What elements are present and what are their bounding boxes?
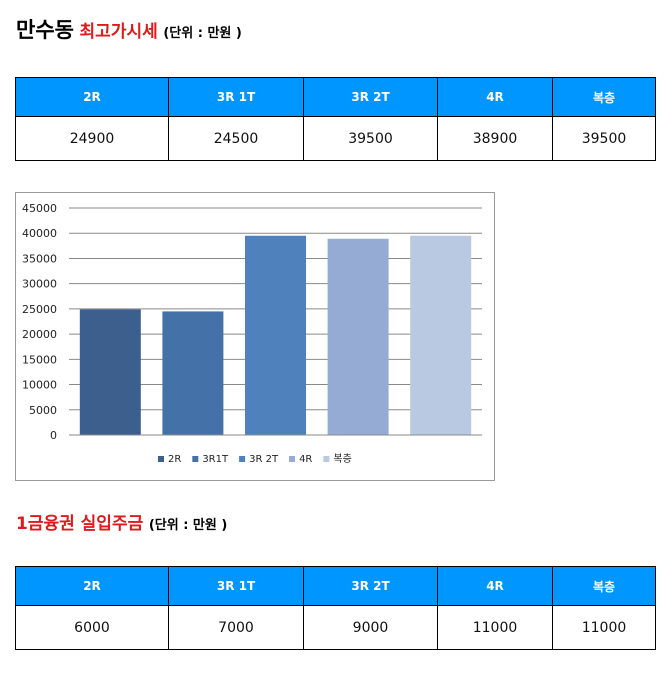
bar xyxy=(327,238,389,435)
header-cell: 2R xyxy=(15,77,169,117)
bar xyxy=(79,309,141,435)
legend-swatch xyxy=(192,456,199,462)
value-cell: 24500 xyxy=(168,116,304,161)
value-cell: 11000 xyxy=(552,605,656,650)
header-cell: 4R xyxy=(437,566,553,606)
deposit-table: 2R 3R 1T 3R 2T 4R 복층 6000 7000 9000 1100… xyxy=(15,566,656,650)
header-cell: 3R 1T xyxy=(168,566,304,606)
legend-label: 4R xyxy=(299,454,312,465)
legend-swatch xyxy=(158,456,164,462)
y-tick-label: 40000 xyxy=(22,227,57,240)
legend-label: 3R1T xyxy=(202,454,229,465)
legend-swatch xyxy=(239,456,246,462)
y-tick-label: 45000 xyxy=(22,202,57,215)
section2-title: 1금융권 실입주금 (단위 : 만원 ) xyxy=(16,509,227,534)
price-table: 2R 3R 1T 3R 2T 4R 복층 24900 24500 39500 3… xyxy=(15,77,656,161)
title-highlight: 최고가시세 xyxy=(79,22,158,42)
header-cell: 2R xyxy=(15,566,169,606)
header-cell: 3R 2T xyxy=(303,566,438,606)
y-tick-label: 15000 xyxy=(22,353,57,366)
value-cell: 24900 xyxy=(15,116,169,161)
value-cell: 9000 xyxy=(303,605,438,650)
value-cell: 7000 xyxy=(168,605,304,650)
chart-canvas: 0 5000 10000 15000 20000 25000 30000 35000 40000… xyxy=(22,202,482,465)
value-cell: 38900 xyxy=(437,116,553,161)
y-tick-label: 10000 xyxy=(22,379,57,392)
legend-swatch xyxy=(289,456,296,462)
table-header-row: 2R 3R 1T 3R 2T 4R 복층 xyxy=(15,566,656,606)
title-highlight: 1금융권 실입주금 xyxy=(16,514,144,534)
value-cell: 39500 xyxy=(552,116,656,161)
header-cell: 3R 1T xyxy=(168,77,304,117)
y-tick-label: 35000 xyxy=(22,252,57,265)
y-tick-label: 20000 xyxy=(22,328,57,341)
title-location: 만수동 xyxy=(16,18,74,42)
header-cell: 복층 xyxy=(552,566,656,606)
y-tick-label: 5000 xyxy=(29,404,57,417)
header-cell: 복층 xyxy=(552,77,656,117)
y-tick-label: 30000 xyxy=(22,278,57,291)
legend-label: 복층 xyxy=(333,453,351,465)
table-header-row: 2R 3R 1T 3R 2T 4R 복층 xyxy=(15,77,656,117)
header-cell: 3R 2T xyxy=(303,77,438,117)
legend-swatch xyxy=(323,456,330,462)
bar xyxy=(162,311,224,435)
bar xyxy=(245,235,306,435)
price-bar-chart: 0 5000 10000 15000 20000 25000 30000 35000 40000… xyxy=(15,192,495,481)
table-row: 24900 24500 39500 38900 39500 xyxy=(15,116,656,161)
value-cell: 39500 xyxy=(303,116,438,161)
table-row: 6000 7000 9000 11000 11000 xyxy=(15,605,656,650)
y-tick-label: 25000 xyxy=(22,303,57,316)
value-cell: 11000 xyxy=(437,605,553,650)
value-cell: 6000 xyxy=(15,605,169,650)
section1-title: 만수동 최고가시세 (단위 : 만원 ) xyxy=(16,14,242,44)
legend-label: 2R xyxy=(168,454,181,465)
legend-label: 3R 2T xyxy=(249,454,279,465)
header-cell: 4R xyxy=(437,77,553,117)
title-unit: (단위 : 만원 ) xyxy=(163,26,242,41)
bar xyxy=(410,235,472,435)
title-unit: (단위 : 만원 ) xyxy=(148,518,228,533)
y-tick-label: 0 xyxy=(50,429,57,442)
